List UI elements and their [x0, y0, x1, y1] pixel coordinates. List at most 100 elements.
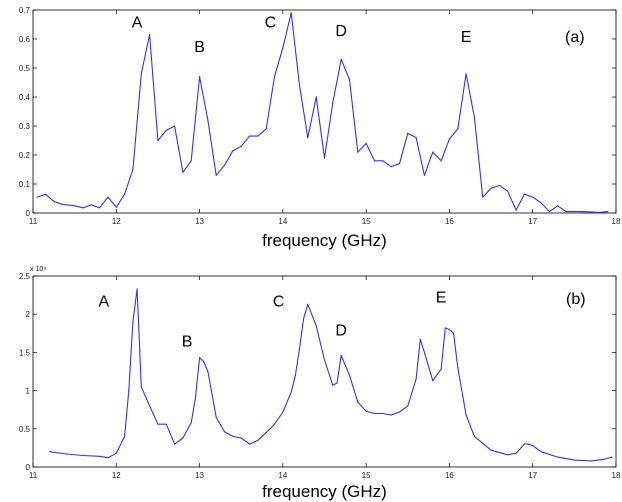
- x-tick-label-b: 15: [362, 471, 371, 480]
- x-tick-label-b: 13: [195, 471, 204, 480]
- data-point-a: [448, 138, 450, 140]
- data-point-b: [390, 414, 392, 416]
- data-point-a: [224, 164, 226, 166]
- data-point-b: [602, 458, 605, 460]
- x-tick-label-a: 15: [362, 217, 371, 226]
- data-point-a: [90, 204, 92, 206]
- peak-label-b-a: B: [194, 39, 205, 56]
- data-point-b: [398, 411, 401, 413]
- y-tick-label-a: 0.2: [19, 151, 31, 160]
- data-point-b: [190, 422, 192, 424]
- y-tick-label-b: 2: [26, 310, 31, 319]
- chart-panel-a: 11 12 13 14 15 16 17 18 00.10.20.30.40.50.60.7 …: [19, 6, 621, 250]
- y-ticks-a: 0 0.1 0.2 0.3 0.4 0.5 0.6 0.7: [19, 6, 616, 218]
- y-tick-label-a: 0.1: [19, 180, 31, 189]
- data-point-b: [157, 423, 159, 425]
- data-point-a: [190, 160, 192, 162]
- y-tick-label-a: 0.5: [19, 64, 31, 73]
- data-point-b: [415, 378, 417, 380]
- data-point-b: [132, 321, 134, 323]
- data-point-b: [419, 338, 421, 340]
- data-point-a: [248, 135, 251, 137]
- data-point-b: [357, 401, 359, 403]
- data-point-a: [482, 196, 484, 198]
- x-ticks-a: 11 12 13 14 15 16 17 18: [29, 10, 621, 226]
- data-point-b: [590, 460, 592, 462]
- data-point-a: [282, 47, 284, 49]
- x-ticks-b: 11 12 13 14 15 16 17 18: [29, 276, 621, 480]
- peak-label-a-a: A: [132, 14, 143, 31]
- peak-label-d-a: D: [335, 23, 347, 40]
- panel-label-b: (b): [566, 291, 586, 308]
- data-point-a: [53, 200, 55, 202]
- data-point-b: [99, 455, 101, 457]
- data-point-a: [124, 193, 126, 195]
- data-point-a: [382, 160, 384, 162]
- data-point-a: [440, 160, 442, 162]
- data-point-a: [390, 166, 392, 168]
- data-point-b: [448, 328, 450, 331]
- data-point-a: [473, 116, 475, 118]
- data-point-b: [224, 431, 226, 433]
- data-point-a: [565, 211, 567, 213]
- peak-label-a-b: A: [98, 294, 109, 311]
- data-point-a: [232, 150, 234, 152]
- series-points-a: [36, 12, 609, 213]
- data-point-b: [340, 354, 342, 357]
- data-point-a: [523, 193, 526, 195]
- data-point-a: [240, 145, 242, 147]
- x-axis-label-b: frequency (GHz): [262, 482, 387, 501]
- data-point-b: [165, 423, 167, 425]
- y-tick-label-b: 0: [26, 463, 31, 472]
- data-point-a: [199, 76, 201, 78]
- series-points-b: [49, 288, 613, 462]
- x-tick-label-a: 12: [112, 217, 121, 226]
- data-point-b: [248, 443, 251, 445]
- y-tick-label-a: 0.7: [19, 6, 31, 15]
- data-point-b: [373, 412, 376, 415]
- data-point-b: [432, 380, 434, 382]
- x-tick-label-b: 18: [612, 471, 621, 480]
- data-point-a: [99, 207, 101, 209]
- y-ticks-b: 0 0.5 1 1.5 2 2.5: [19, 272, 616, 472]
- data-point-b: [540, 451, 542, 453]
- data-point-b: [557, 456, 559, 458]
- data-point-b: [182, 437, 184, 439]
- data-point-b: [507, 454, 509, 456]
- data-point-a: [107, 196, 109, 198]
- data-point-b: [573, 459, 576, 461]
- data-point-b: [523, 443, 526, 445]
- data-point-a: [140, 73, 142, 75]
- x-tick-label-a: 18: [612, 217, 621, 226]
- data-point-a: [607, 211, 609, 213]
- data-point-b: [136, 288, 138, 290]
- data-point-a: [457, 128, 459, 130]
- x-tick-label-a: 14: [278, 217, 287, 226]
- data-point-b: [282, 411, 284, 413]
- data-point-b: [515, 452, 517, 454]
- data-point-a: [532, 196, 534, 198]
- data-point-b: [240, 437, 242, 439]
- data-point-a: [82, 207, 84, 209]
- data-point-b: [307, 303, 309, 305]
- data-point-a: [207, 119, 209, 121]
- data-point-b: [457, 367, 459, 369]
- data-point-b: [336, 382, 338, 384]
- data-point-b: [174, 443, 176, 445]
- data-point-a: [165, 129, 167, 131]
- data-point-b: [115, 452, 117, 454]
- plot-frame-a: [32, 9, 617, 214]
- y-tick-label-b: 1: [26, 387, 31, 396]
- data-point-a: [490, 187, 492, 189]
- x-tick-label-a: 11: [29, 217, 38, 226]
- data-point-a: [540, 202, 542, 204]
- data-point-b: [332, 384, 334, 386]
- data-point-b: [423, 351, 425, 353]
- data-point-a: [557, 205, 559, 207]
- data-point-a: [36, 196, 38, 198]
- y-tick-label-a: 0: [26, 209, 31, 218]
- data-point-b: [440, 368, 442, 370]
- y-tick-label-a: 0.3: [19, 122, 31, 131]
- data-point-b: [124, 435, 126, 437]
- data-point-b: [207, 370, 209, 373]
